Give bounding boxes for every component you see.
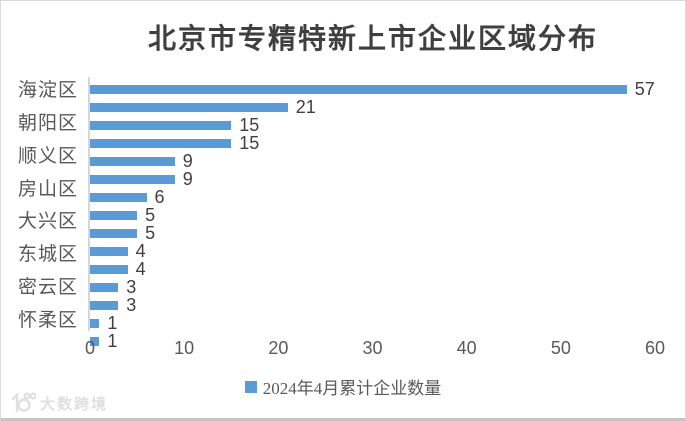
legend-swatch-icon bbox=[244, 380, 257, 393]
bar-value-label: 5 bbox=[145, 223, 156, 243]
bar bbox=[90, 210, 138, 220]
bar-row: 4 bbox=[90, 242, 655, 260]
legend: 2024年4月累计企业数量 bbox=[1, 374, 685, 399]
bar-row: 15 bbox=[90, 134, 655, 152]
bar-row: 1 bbox=[90, 332, 655, 350]
bar bbox=[90, 300, 119, 310]
dashukuajing-logo-icon bbox=[11, 392, 36, 413]
bar-row: 21 bbox=[90, 98, 655, 116]
chart-title: 北京市专精特新上市企业区域分布 bbox=[147, 24, 598, 55]
bar-value-label: 15 bbox=[239, 133, 260, 153]
bar bbox=[90, 120, 232, 130]
bar-value-label: 57 bbox=[634, 79, 655, 99]
bar-value-label: 6 bbox=[154, 187, 165, 207]
bar-value-label: 5 bbox=[145, 205, 156, 225]
bar-value-label: 4 bbox=[135, 259, 146, 279]
bar bbox=[90, 174, 175, 184]
bar-row: 6 bbox=[90, 188, 655, 206]
y-axis-category-label: 海淀区 bbox=[17, 79, 78, 101]
bar bbox=[90, 156, 175, 166]
bar-value-label: 4 bbox=[135, 241, 146, 261]
bar-value-label: 1 bbox=[107, 313, 118, 333]
bar-value-label: 21 bbox=[295, 97, 316, 117]
y-axis-category-label: 房山区 bbox=[17, 178, 78, 200]
bar bbox=[90, 102, 288, 112]
bar-value-label: 3 bbox=[126, 295, 137, 315]
x-axis: 0 10 20 30 40 50 60 bbox=[85, 338, 665, 360]
bar-value-label: 1 bbox=[107, 331, 118, 351]
bar-value-label: 9 bbox=[182, 151, 193, 171]
bar-row: 3 bbox=[90, 296, 655, 314]
bar bbox=[90, 264, 128, 274]
x-axis-tick-label: 30 bbox=[362, 338, 383, 358]
x-axis-tick-label: 60 bbox=[644, 338, 666, 358]
bar-row: 5 bbox=[90, 206, 655, 224]
y-axis-category-label: 怀柔区 bbox=[17, 310, 78, 332]
bar-value-label: 9 bbox=[182, 169, 193, 189]
legend-label: 2024年4月累计企业数量 bbox=[262, 379, 442, 398]
bar bbox=[90, 84, 627, 94]
bar-value-label: 3 bbox=[126, 277, 137, 297]
y-axis-category-label: 大兴区 bbox=[17, 211, 78, 233]
bar-row: 15 bbox=[90, 116, 655, 134]
x-axis-tick-label: 0 bbox=[84, 338, 96, 358]
y-axis-category-label: 顺义区 bbox=[17, 145, 78, 167]
bar-row: 3 bbox=[90, 278, 655, 296]
bar-row: 4 bbox=[90, 260, 655, 278]
y-axis-category-label: 东城区 bbox=[17, 244, 78, 266]
bar bbox=[90, 246, 128, 256]
bar bbox=[90, 318, 100, 328]
x-axis-tick-label: 50 bbox=[550, 338, 571, 358]
y-axis-category-label: 密云区 bbox=[17, 277, 78, 299]
y-axis-line bbox=[88, 77, 90, 331]
bar bbox=[90, 336, 100, 346]
bar bbox=[90, 228, 138, 238]
plot-area: 57 21 15 15 9 9 6 5 5 4 4 3 3 1 1 bbox=[90, 80, 655, 350]
y-axis-category-label: 朝阳区 bbox=[17, 112, 78, 134]
x-axis-tick-label: 10 bbox=[174, 338, 195, 358]
bar-value-label: 15 bbox=[239, 115, 260, 135]
bar-row: 1 bbox=[90, 314, 655, 332]
y-axis-labels: 海淀区朝阳区顺义区房山区大兴区东城区密云区怀柔区 bbox=[1, 79, 88, 332]
bar bbox=[90, 138, 232, 148]
bar-row: 9 bbox=[90, 152, 655, 170]
bar-row: 57 bbox=[90, 80, 655, 98]
x-axis-tick-label: 40 bbox=[456, 338, 477, 358]
watermark: 大数跨境 bbox=[10, 392, 108, 414]
bar bbox=[90, 192, 147, 202]
x-axis-tick-label: 20 bbox=[268, 338, 289, 358]
bar-row: 9 bbox=[90, 170, 655, 188]
watermark-text: 大数跨境 bbox=[40, 395, 109, 413]
bar bbox=[90, 282, 119, 292]
bar-row: 5 bbox=[90, 224, 655, 242]
